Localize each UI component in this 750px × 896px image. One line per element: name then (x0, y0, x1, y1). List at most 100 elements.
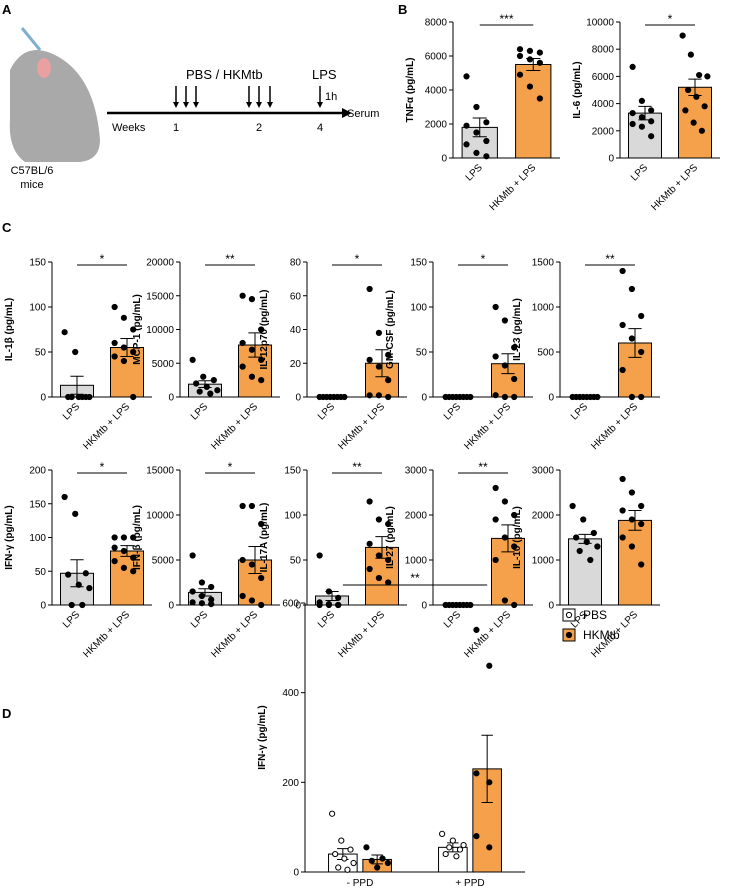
data-point (239, 592, 246, 600)
data-point (366, 498, 373, 505)
data-point (492, 303, 499, 311)
data-point (385, 556, 392, 564)
y-tick-label: 5000 (152, 556, 175, 567)
data-point (516, 46, 524, 53)
data-point (379, 855, 386, 862)
x-tick-label: HKMtb + LPS (209, 401, 260, 452)
y-tick-label: 0 (421, 393, 427, 404)
data-point (629, 63, 636, 70)
data-point (446, 844, 453, 851)
y-tick-label: 0 (293, 868, 299, 879)
y-axis-label: IFN-γ (pg/mL) (4, 505, 15, 569)
x-tick-label: HKMtb + LPS (462, 609, 513, 660)
y-axis-label: IFN-γ (pg/mL) (257, 705, 268, 769)
data-point (619, 475, 626, 483)
data-point (511, 543, 518, 550)
y-tick-label: 150 (29, 258, 46, 269)
data-point (111, 558, 118, 565)
data-point (492, 556, 499, 564)
error-bar (628, 328, 642, 358)
data-point (239, 556, 246, 564)
y-tick-label: 15000 (146, 291, 174, 302)
y-tick-label: 0 (295, 393, 301, 404)
y-tick-label: 50 (416, 348, 428, 359)
data-point (687, 51, 694, 58)
y-axis-label: IL-23 (pg/mL) (512, 298, 523, 361)
data-point (449, 601, 456, 609)
x-tick-label: LPS (442, 609, 463, 630)
y-tick-label: 0 (40, 601, 46, 612)
data-point (679, 32, 686, 39)
x-tick-label: HKMtb + LPS (488, 162, 539, 213)
y-tick-label: 5000 (152, 359, 175, 370)
data-point (338, 837, 345, 844)
y-tick-label: 1500 (532, 258, 555, 269)
data-point (449, 837, 456, 844)
endpoint-label: Serum (347, 108, 379, 120)
data-point (526, 56, 534, 63)
data-point (366, 356, 373, 363)
data-point (75, 581, 82, 588)
y-tick-label: 50 (290, 556, 302, 567)
data-point (111, 303, 118, 311)
y-axis-label: IL-1β (pg/mL) (4, 298, 15, 361)
data-point (366, 565, 373, 573)
data-point (648, 118, 655, 125)
data-point (248, 373, 256, 380)
data-point (628, 489, 636, 496)
data-point (239, 292, 246, 299)
data-point (501, 393, 509, 401)
y-tick-label: 50 (35, 348, 47, 359)
data-point (200, 373, 207, 380)
y-tick-label: 6000 (425, 52, 448, 63)
data-point (120, 357, 128, 365)
data-point (501, 534, 509, 541)
data-point (648, 133, 655, 140)
data-point (483, 137, 490, 145)
data-point (258, 520, 265, 528)
x-tick-label: HKMtb + LPS (336, 401, 387, 452)
data-point (511, 601, 518, 609)
data-point (693, 93, 700, 100)
data-point (473, 103, 480, 111)
error-bar (248, 546, 262, 574)
data-point (130, 326, 137, 333)
data-point (332, 850, 339, 858)
x-tick-label: - PPD (347, 878, 374, 889)
data-point (198, 579, 206, 586)
y-tick-label: 100 (284, 511, 301, 522)
data-point (325, 588, 333, 595)
data-point (82, 570, 89, 577)
data-point (72, 348, 79, 356)
x-tick-label: HKMtb + LPS (81, 401, 132, 452)
y-axis-label: TNFα (pg/mL) (405, 57, 416, 122)
y-tick-label: 50 (35, 567, 47, 578)
data-point (258, 601, 265, 609)
legend-marker (565, 611, 573, 619)
data-point (473, 833, 480, 840)
y-tick-label: 0 (295, 601, 301, 612)
y-axis-label: IL-27 (pg/mL) (385, 506, 396, 569)
data-point (130, 554, 137, 561)
data-point (203, 383, 210, 390)
y-axis-label: MCP-1 (pg/mL) (132, 294, 143, 365)
y-tick-label: 150 (410, 258, 427, 269)
y-tick-label: 10000 (586, 18, 614, 29)
y-tick-label: 80 (290, 258, 302, 269)
data-point (248, 561, 256, 568)
significance-label: ** (352, 460, 362, 474)
y-axis-label: GM-CSF (pg/mL) (385, 290, 396, 369)
error-bar (371, 854, 383, 865)
data-point (590, 529, 597, 537)
data-point (344, 866, 351, 873)
data-point (628, 335, 636, 342)
data-point (467, 393, 474, 401)
data-point (449, 393, 456, 401)
data-point (463, 141, 470, 148)
data-point (492, 484, 499, 492)
error-bar (375, 349, 389, 378)
error-bar (628, 510, 642, 531)
y-tick-label: 1000 (532, 556, 555, 567)
data-point (68, 601, 75, 609)
data-point (111, 534, 118, 541)
